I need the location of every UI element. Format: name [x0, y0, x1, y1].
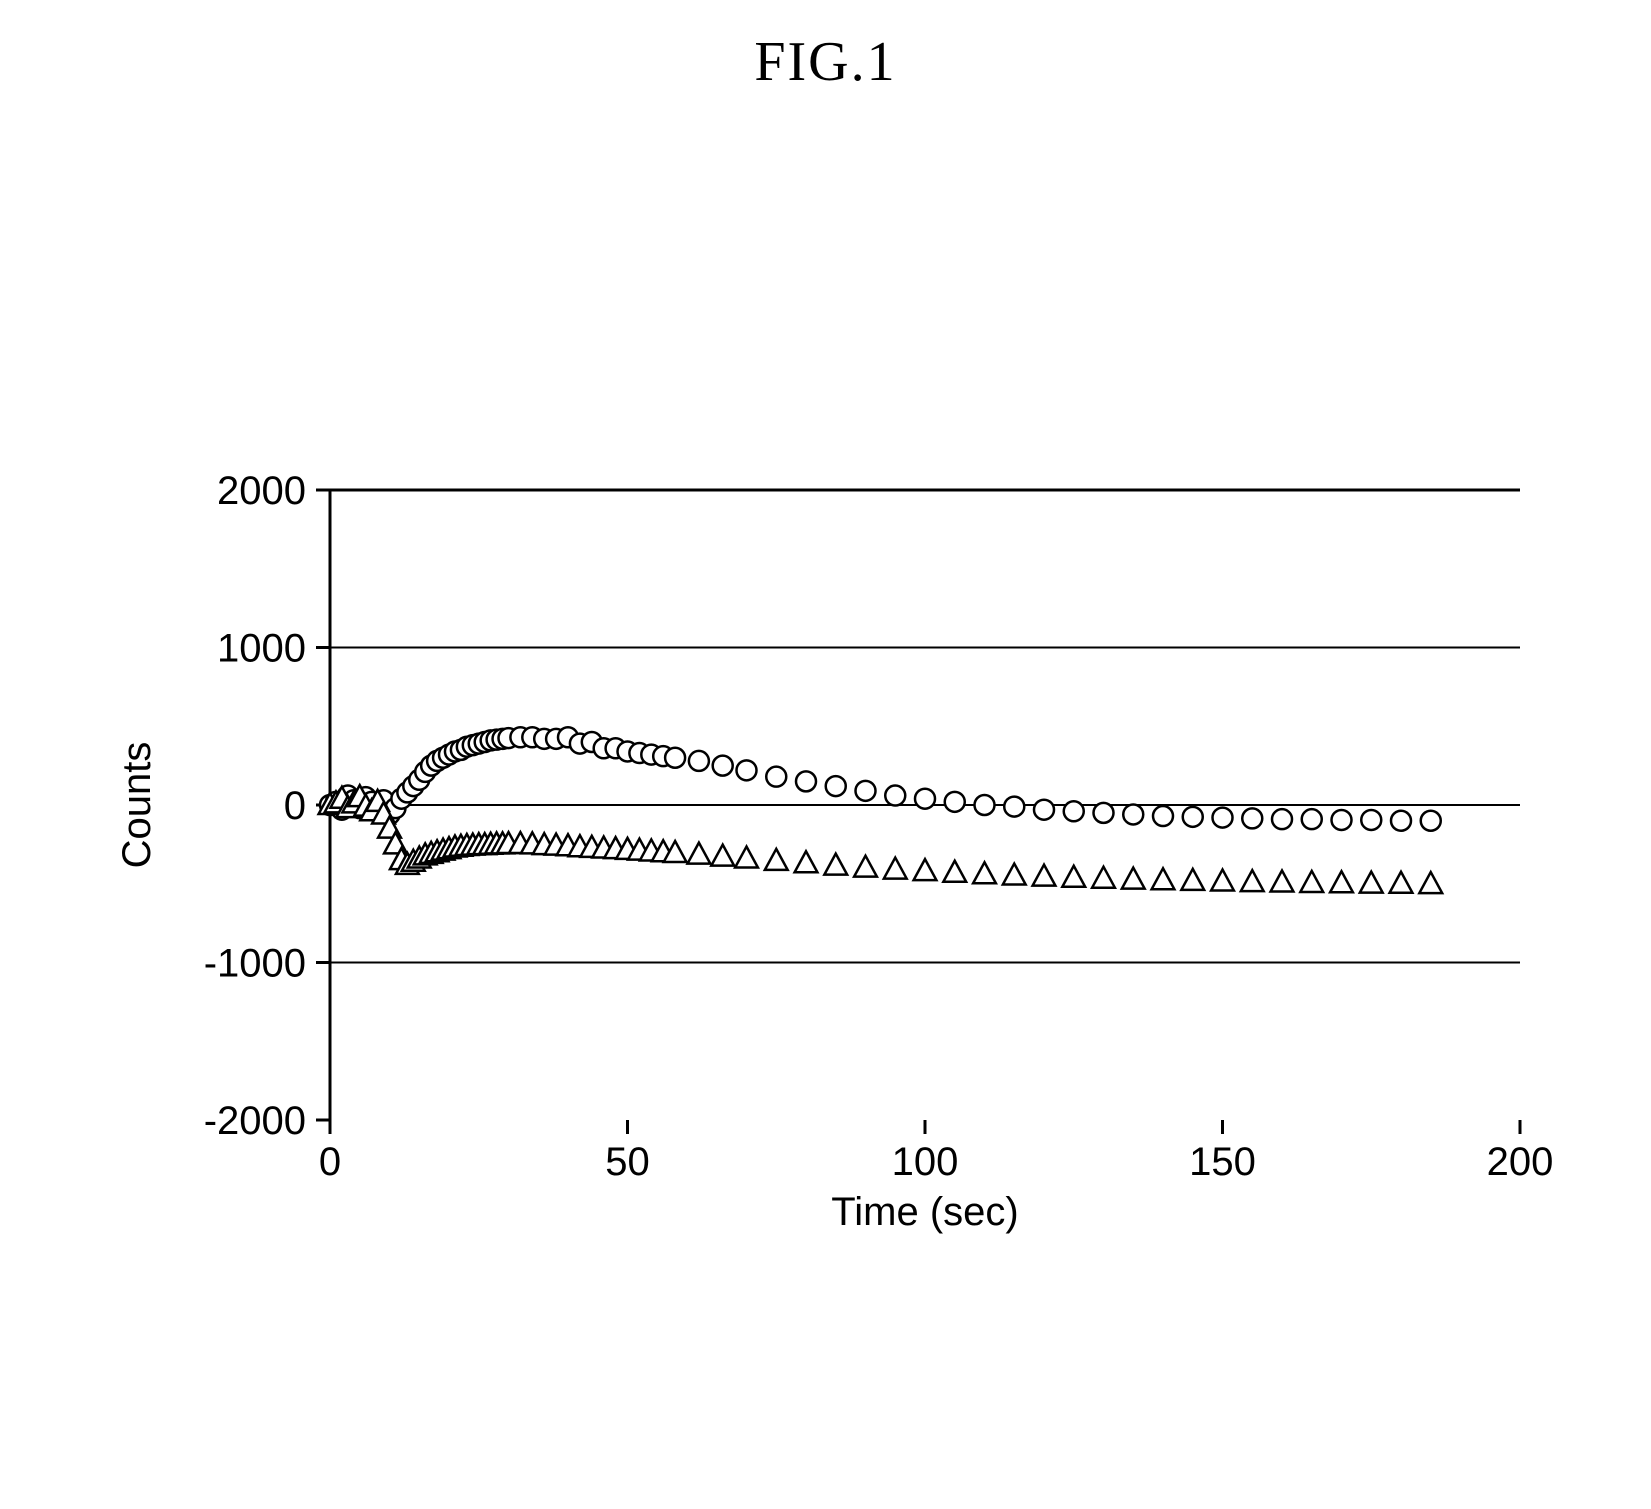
svg-text:0: 0: [319, 1140, 341, 1184]
svg-text:Counts: Counts: [115, 742, 159, 869]
figure-title: FIG.1: [0, 30, 1651, 94]
chart-container: -2000 -1000 0 1000 2000 0 50 100 150 200 Time (sec…: [80, 460, 1570, 1260]
svg-text:Time (sec): Time (sec): [831, 1190, 1018, 1234]
svg-text:-2000: -2000: [204, 1099, 306, 1143]
svg-text:50: 50: [605, 1140, 650, 1184]
svg-text:0: 0: [284, 784, 306, 828]
svg-text:2000: 2000: [217, 469, 306, 513]
svg-text:150: 150: [1189, 1140, 1256, 1184]
svg-text:-1000: -1000: [204, 942, 306, 986]
svg-text:1000: 1000: [217, 627, 306, 671]
chart-svg: -2000 -1000 0 1000 2000 0 50 100 150 200 Time (sec…: [80, 460, 1570, 1260]
svg-text:100: 100: [892, 1140, 959, 1184]
svg-text:200: 200: [1487, 1140, 1554, 1184]
